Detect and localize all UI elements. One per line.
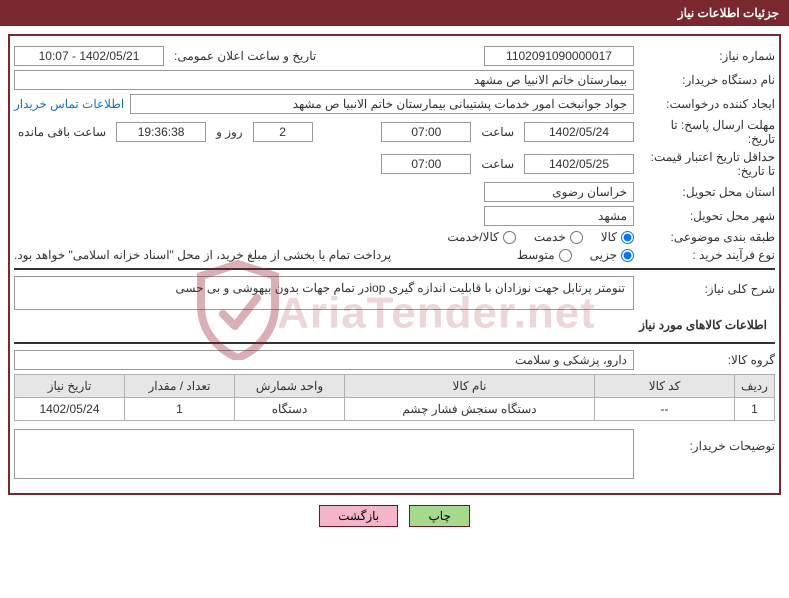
reply-time-field: 07:00 [381, 122, 471, 142]
subject-radio-service-label: خدمت [534, 230, 566, 244]
remaining-days-field: 2 [253, 122, 313, 142]
cell-qty: 1 [125, 398, 235, 421]
city-field: مشهد [484, 206, 634, 226]
details-panel: AriaTender.net شماره نیاز: 1102091090000… [8, 34, 781, 495]
purchase-radio-medium-input[interactable] [559, 249, 572, 262]
cell-idx: 1 [735, 398, 775, 421]
th-name: نام کالا [345, 375, 595, 398]
cell-unit: دستگاه [235, 398, 345, 421]
countdown-field: 19:36:38 [116, 122, 206, 142]
subject-class-label: طبقه بندی موضوعی: [640, 230, 775, 244]
overall-desc-label: شرح کلی نیاز: [640, 276, 775, 296]
subject-radio-service[interactable]: خدمت [534, 230, 583, 244]
buyer-contact-link[interactable]: اطلاعات تماس خریدار [14, 97, 124, 111]
divider-1 [14, 268, 775, 270]
cell-name: دستگاه سنجش فشار چشم [345, 398, 595, 421]
subject-radio-goods-label: کالا [601, 230, 617, 244]
validity-time-field: 07:00 [381, 154, 471, 174]
th-code: کد کالا [595, 375, 735, 398]
payment-note: پرداخت تمام یا بخشی از مبلغ خرید، از محل… [14, 248, 511, 262]
province-field: خراسان رضوی [484, 182, 634, 202]
announce-label: تاریخ و ساعت اعلان عمومی: [170, 49, 320, 63]
divider-2 [14, 342, 775, 344]
cell-date: 1402/05/24 [15, 398, 125, 421]
purchase-radio-medium[interactable]: متوسط [517, 248, 572, 262]
buyer-notes-label: توضیحات خریدار: [640, 425, 775, 453]
time-label-1: ساعت [477, 125, 518, 139]
panel-header: جزئیات اطلاعات نیاز [0, 0, 789, 26]
th-idx: ردیف [735, 375, 775, 398]
th-unit: واحد شمارش [235, 375, 345, 398]
purchase-radio-medium-label: متوسط [517, 248, 555, 262]
subject-radio-both-label: کالا/خدمت [447, 230, 498, 244]
purchase-radio-minor-label: جزیی [590, 248, 617, 262]
days-and-label: روز و [212, 125, 247, 139]
goods-info-title: اطلاعات کالاهای مورد نیاز [14, 314, 775, 336]
announce-field: 1402/05/21 - 10:07 [14, 46, 164, 66]
goods-group-field: دارو، پزشکی و سلامت [14, 350, 634, 370]
subject-radio-goods-input[interactable] [621, 231, 634, 244]
shield-icon [193, 260, 283, 360]
validity-date-field: 1402/05/25 [524, 154, 634, 174]
footer-buttons: چاپ بازگشت [0, 505, 789, 527]
need-number-label: شماره نیاز: [640, 49, 775, 63]
reply-date-field: 1402/05/24 [524, 122, 634, 142]
th-qty: تعداد / مقدار [125, 375, 235, 398]
th-date: تاریخ نیاز [15, 375, 125, 398]
purchase-type-label: نوع فرآیند خرید : [640, 248, 775, 262]
buyer-org-label: نام دستگاه خریدار: [640, 73, 775, 87]
city-label: شهر محل تحویل: [640, 209, 775, 223]
buyer-notes-field [14, 429, 634, 479]
remain-label: ساعت باقی مانده [14, 125, 110, 139]
back-button[interactable]: بازگشت [319, 505, 398, 527]
need-number-field: 1102091090000017 [484, 46, 634, 66]
subject-radio-both[interactable]: کالا/خدمت [447, 230, 515, 244]
purchase-radio-group: جزیی متوسط [517, 248, 634, 262]
table-row: 1--دستگاه سنجش فشار چشمدستگاه11402/05/24 [15, 398, 775, 421]
purchase-radio-minor-input[interactable] [621, 249, 634, 262]
table-header-row: ردیف کد کالا نام کالا واحد شمارش تعداد /… [15, 375, 775, 398]
reply-deadline-label: مهلت ارسال پاسخ: تا تاریخ: [640, 118, 775, 146]
subject-radio-group: کالا خدمت کالا/خدمت [447, 230, 634, 244]
creator-field: جواد جوانبخت امور خدمات پشتیبانی بیمارست… [130, 94, 634, 114]
subject-radio-service-input[interactable] [570, 231, 583, 244]
subject-radio-both-input[interactable] [503, 231, 516, 244]
overall-desc-field: تنومتر پرتابل جهت نوزادان با قابلیت اندا… [14, 276, 634, 310]
validity-label: حداقل تاریخ اعتبار قیمت: تا تاریخ: [640, 150, 775, 178]
purchase-radio-minor[interactable]: جزیی [590, 248, 634, 262]
time-label-2: ساعت [477, 157, 518, 171]
province-label: استان محل تحویل: [640, 185, 775, 199]
goods-group-label: گروه کالا: [640, 353, 775, 367]
creator-label: ایجاد کننده درخواست: [640, 97, 775, 111]
cell-code: -- [595, 398, 735, 421]
print-button[interactable]: چاپ [409, 505, 469, 527]
goods-table: ردیف کد کالا نام کالا واحد شمارش تعداد /… [14, 374, 775, 421]
subject-radio-goods[interactable]: کالا [601, 230, 634, 244]
buyer-org-field: بیمارستان خاتم الانبیا ص مشهد [14, 70, 634, 90]
